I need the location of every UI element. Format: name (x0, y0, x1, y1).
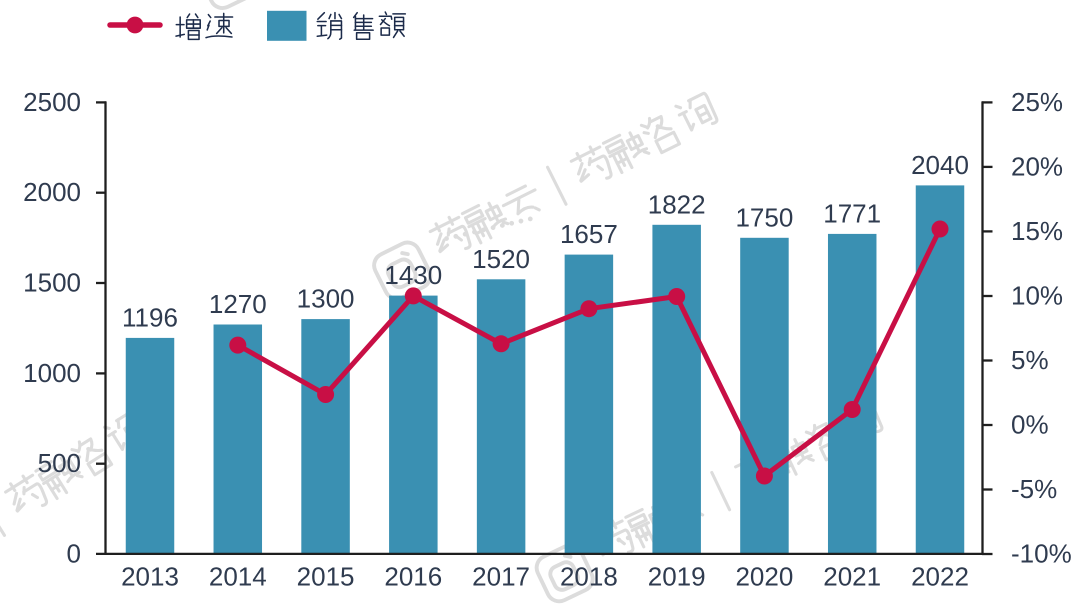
svg-text:1657: 1657 (560, 219, 618, 249)
svg-text:2022: 2022 (911, 562, 969, 592)
svg-text:2500: 2500 (23, 87, 81, 117)
svg-text:2013: 2013 (121, 562, 179, 592)
svg-text:1750: 1750 (735, 202, 793, 232)
svg-text:1822: 1822 (648, 189, 706, 219)
svg-text:25%: 25% (1011, 87, 1063, 117)
svg-text:2021: 2021 (823, 562, 881, 592)
svg-text:500: 500 (38, 448, 81, 478)
svg-text:1000: 1000 (23, 358, 81, 388)
svg-text:1430: 1430 (384, 260, 442, 290)
svg-text:-5%: -5% (1011, 474, 1057, 504)
svg-text:1270: 1270 (209, 289, 267, 319)
svg-text:10%: 10% (1011, 281, 1063, 311)
svg-text:1520: 1520 (472, 244, 530, 274)
svg-text:5%: 5% (1011, 345, 1049, 375)
svg-text:2018: 2018 (560, 562, 618, 592)
svg-text:2016: 2016 (384, 562, 442, 592)
svg-text:15%: 15% (1011, 216, 1063, 246)
svg-text:0: 0 (67, 539, 81, 569)
svg-text:-10%: -10% (1011, 539, 1072, 569)
svg-text:2040: 2040 (911, 150, 969, 180)
svg-text:2015: 2015 (297, 562, 355, 592)
svg-text:20%: 20% (1011, 151, 1063, 181)
svg-text:1196: 1196 (122, 303, 178, 333)
svg-text:2014: 2014 (209, 562, 267, 592)
svg-text:2017: 2017 (472, 562, 530, 592)
svg-text:2020: 2020 (735, 562, 793, 592)
svg-text:2019: 2019 (648, 562, 706, 592)
svg-text:1771: 1771 (823, 199, 881, 229)
svg-text:1500: 1500 (23, 268, 81, 298)
svg-text:2000: 2000 (23, 177, 81, 207)
svg-text:1300: 1300 (297, 284, 355, 314)
svg-text:0%: 0% (1011, 410, 1049, 440)
